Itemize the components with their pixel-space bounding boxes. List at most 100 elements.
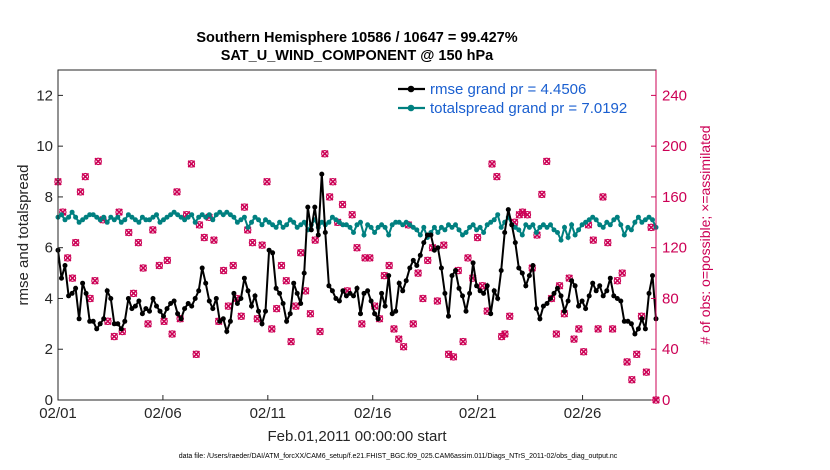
totalspread-point [178,214,184,220]
totalspread-point [562,224,567,230]
rmse-point [558,293,564,299]
rmse-point [118,326,124,332]
totalspread-point [213,212,219,218]
totalspread-point [375,224,381,230]
obs-assimilated-marker [348,210,356,219]
rmse-point [354,285,360,291]
rmse-point [446,313,451,319]
obs-assimilated-marker [464,254,472,262]
y-axis-left: 0 2 4 6 8 10 12 [36,87,63,409]
rmse-point [66,293,72,299]
totalspread-point [456,227,462,233]
rmse-point [347,290,353,296]
y-left-tick-label: 6 [45,240,53,257]
rmse-point [62,263,68,268]
totalspread-point [453,222,458,228]
rmse-point [238,296,244,301]
obs-assimilated-marker [623,358,631,366]
rmse-point [565,298,571,304]
totalspread-point [593,217,599,223]
totalspread-point [217,209,223,215]
totalspread-point [611,217,617,223]
totalspread-point [111,217,117,223]
obs-assimilated-marker [380,271,389,280]
obs-assimilated-marker [110,332,119,341]
totalspread-point [199,212,205,218]
rmse-point [263,308,268,314]
rmse-point [628,321,634,327]
obs-assimilated-marker [134,238,143,247]
obs-possible-marker [642,368,651,376]
rmse-point [83,290,89,296]
rmse-point [407,265,413,271]
obs-assimilated-marker [329,177,337,186]
totalspread-point [481,230,487,235]
totalspread-point [495,212,501,218]
totalspread-point [403,219,409,225]
totalspread-point [171,209,177,215]
totalspread-point [565,235,571,240]
obs-possible-marker [409,320,418,328]
rmse-point [650,273,655,279]
rmse-point [414,263,420,268]
x-axis-label: Feb.01,2011 00:00:00 start [267,428,447,445]
rmse-point [502,230,508,235]
totalspread-point [572,232,578,238]
rmse-point [164,306,170,312]
obs-possible-marker [366,254,374,262]
totalspread-point [358,219,363,225]
rmse-point [400,288,406,294]
totalspread-point [604,219,610,225]
obs-assimilated-marker [124,228,133,237]
rmse-point [329,288,335,294]
obs-possible-marker [248,238,257,247]
rmse-point [530,263,536,268]
obs-possible-marker [552,330,561,338]
obs-possible-marker [353,243,361,252]
obs-assimilated-marker [613,276,622,285]
totalspread-point [379,222,385,228]
rmse-point [101,316,107,322]
obs-assimilated-marker [71,238,80,247]
obs-possible-marker [149,226,157,234]
rmse-point [548,296,553,301]
y-left-tick-label: 4 [45,290,53,307]
rmse-point [139,311,145,317]
rmse-point [161,313,166,319]
totalspread-point [164,214,170,220]
obs-assimilated-marker [268,325,276,333]
rmse-point [206,298,212,304]
chart-title-line2: SAT_U_WIND_COMPONENT @ 150 hPa [221,48,494,64]
obs-possible-marker [76,188,85,196]
obs-assimilated-marker [594,325,602,333]
rmse-point [178,316,184,322]
totalspread-point [400,222,406,228]
totalspread-point [241,214,247,220]
obs-possible-marker [449,353,458,361]
totalspread-point [101,214,107,220]
totalspread-point [238,217,244,223]
totalspread-point [224,209,230,215]
totalspread-point [301,219,307,225]
obs-assimilated-marker [618,269,627,277]
totalspread-point [544,224,550,230]
totalspread-point [210,217,216,223]
obs-assimilated-marker [187,160,196,168]
obs-possible-marker [440,241,448,249]
totalspread-point [97,217,103,223]
obs-possible-marker [195,221,204,229]
rmse-point [270,250,276,256]
totalspread-point [646,214,652,220]
rmse-point [136,298,142,304]
obs-assimilated-marker [210,236,218,244]
totalspread-point [548,222,553,228]
totalspread-point [185,214,191,220]
obs-assimilated-marker [599,193,607,201]
totalspread-point [382,224,388,230]
obs-possible-marker [459,337,467,346]
rmse-point [199,265,205,271]
totalspread-point [147,217,152,223]
rmse-point [635,326,641,332]
totalspread-point [351,230,356,235]
rmse-point [287,311,293,317]
